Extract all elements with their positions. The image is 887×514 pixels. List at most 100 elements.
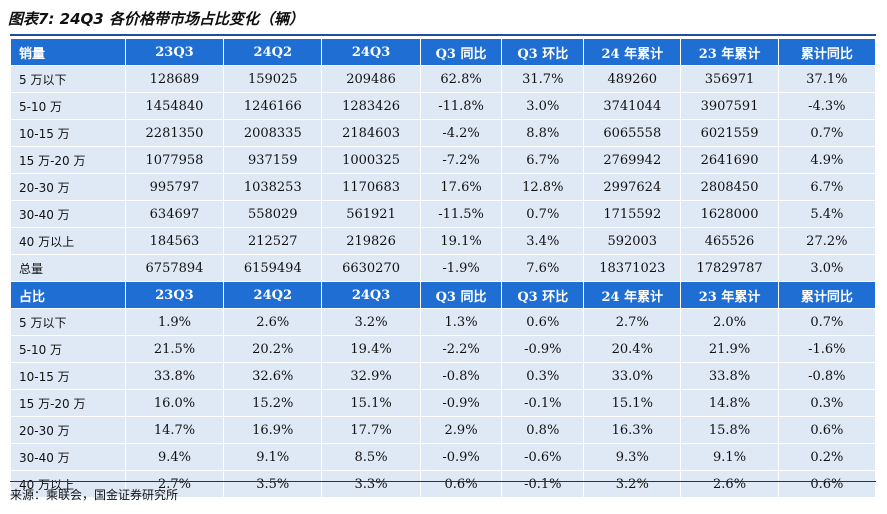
bottom-divider <box>10 481 876 482</box>
table-cell: 995797 <box>124 173 225 201</box>
table-cell: -7.2% <box>419 146 503 174</box>
table-cell: 0.6% <box>777 416 877 444</box>
table-cell: 3.0% <box>501 92 585 120</box>
table-cell: 1.9% <box>124 308 225 336</box>
table-cell: 212527 <box>223 227 323 255</box>
table-cell: 1.3% <box>419 308 503 336</box>
row-label: 5 万以下 <box>10 308 126 336</box>
table-cell: 0.7% <box>501 200 585 228</box>
sales-column-header: 累计同比 <box>777 38 877 66</box>
table-cell: 6159494 <box>223 254 323 282</box>
sales-table-row: 5 万以下 128689 159025 209486 62.8% 31.7% 489260 3… <box>10 65 877 93</box>
row-label: 5-10 万 <box>10 92 126 120</box>
sales-table-row: 15 万-20 万 1077958 937159 1000325 -7.2% 6.7% 27… <box>10 146 877 174</box>
share-column-header: 23Q3 <box>124 281 225 309</box>
share-table-row: 5-10 万 21.5% 20.2% 19.4% -2.2% -0.9% 20.4% 21.9… <box>10 335 877 363</box>
sales-header-row: 销量 23Q3 24Q2 24Q3 Q3 同比 Q3 环比 24 年累计 23 年累计 累计同比 <box>10 38 877 66</box>
table-cell: 0.2% <box>777 443 877 471</box>
table-cell: 159025 <box>223 65 323 93</box>
table-cell: 219826 <box>321 227 421 255</box>
table-cell: -2.2% <box>419 335 503 363</box>
table-cell: 7.6% <box>501 254 585 282</box>
sales-column-header: 24Q3 <box>321 38 421 66</box>
table-cell: 15.1% <box>321 389 421 417</box>
table-cell: 37.1% <box>777 65 877 93</box>
table-cell: -0.9% <box>419 389 503 417</box>
table-cell: 937159 <box>223 146 323 174</box>
sales-table-row: 40 万以上 184563 212527 219826 19.1% 3.4% 592003 4… <box>10 227 877 255</box>
table-cell: 1170683 <box>321 173 421 201</box>
table-cell: 128689 <box>124 65 225 93</box>
title-divider <box>10 34 876 36</box>
table-cell: 6065558 <box>583 119 682 147</box>
sales-column-header: 23 年累计 <box>680 38 779 66</box>
share-column-header: 24 年累计 <box>583 281 682 309</box>
row-label: 30-40 万 <box>10 200 126 228</box>
table-cell: 9.1% <box>680 443 779 471</box>
sales-table-row: 30-40 万 634697 558029 561921 -11.5% 0.7% 17155… <box>10 200 877 228</box>
table-cell: 1715592 <box>583 200 682 228</box>
row-label: 15 万-20 万 <box>10 389 126 417</box>
table-cell: -1.6% <box>777 335 877 363</box>
row-label: 10-15 万 <box>10 119 126 147</box>
table-cell: 4.9% <box>777 146 877 174</box>
table-cell: 558029 <box>223 200 323 228</box>
table-cell: -0.9% <box>419 443 503 471</box>
sales-column-header: Q3 同比 <box>419 38 503 66</box>
table-cell: 3.2% <box>583 470 682 498</box>
table-cell: 3907591 <box>680 92 779 120</box>
table-cell: 0.6% <box>419 470 503 498</box>
sales-column-header: 销量 <box>10 38 126 66</box>
table-cell: 31.7% <box>501 65 585 93</box>
sales-column-header: 24 年累计 <box>583 38 682 66</box>
table-cell: 14.7% <box>124 416 225 444</box>
table-cell: 2.0% <box>680 308 779 336</box>
table-cell: 8.5% <box>321 443 421 471</box>
table-cell: 2.6% <box>680 470 779 498</box>
price-segment-table: 销量 23Q3 24Q2 24Q3 Q3 同比 Q3 环比 24 年累计 23 年累计 累计同比… <box>10 38 877 498</box>
share-table-row: 15 万-20 万 16.0% 15.2% 15.1% -0.9% -0.1% 15.1% 1… <box>10 389 877 417</box>
table-cell: 8.8% <box>501 119 585 147</box>
sales-table-row: 总量 6757894 6159494 6630270 -1.9% 7.6% 18371023… <box>10 254 877 282</box>
table-cell: 21.5% <box>124 335 225 363</box>
table-cell: 5.4% <box>777 200 877 228</box>
table-cell: -0.6% <box>501 443 585 471</box>
table-cell: 2.9% <box>419 416 503 444</box>
table-cell: 9.4% <box>124 443 225 471</box>
table-cell: 33.0% <box>583 362 682 390</box>
table-cell: 1000325 <box>321 146 421 174</box>
table-cell: 15.2% <box>223 389 323 417</box>
share-table-row: 20-30 万 14.7% 16.9% 17.7% 2.9% 0.8% 16.3% 15.8%… <box>10 416 877 444</box>
table-cell: 20.2% <box>223 335 323 363</box>
table-cell: 0.3% <box>501 362 585 390</box>
table-cell: 21.9% <box>680 335 779 363</box>
table-cell: 465526 <box>680 227 779 255</box>
table-cell: 561921 <box>321 200 421 228</box>
table-cell: 2281350 <box>124 119 225 147</box>
table-cell: 6.7% <box>777 173 877 201</box>
sales-column-header: 24Q2 <box>223 38 323 66</box>
sales-column-header: 23Q3 <box>124 38 225 66</box>
table-cell: 0.8% <box>501 416 585 444</box>
table-cell: 3741044 <box>583 92 682 120</box>
table-cell: 1454840 <box>124 92 225 120</box>
table-cell: 17829787 <box>680 254 779 282</box>
table-cell: 2808450 <box>680 173 779 201</box>
table-cell: 1038253 <box>223 173 323 201</box>
table-cell: 32.9% <box>321 362 421 390</box>
share-table-row: 5 万以下 1.9% 2.6% 3.2% 1.3% 0.6% 2.7% 2.0% 0.7% <box>10 308 877 336</box>
table-cell: 2.7% <box>583 308 682 336</box>
table-cell: -1.9% <box>419 254 503 282</box>
table-cell: 3.0% <box>777 254 877 282</box>
table-cell: 20.4% <box>583 335 682 363</box>
table-cell: 9.1% <box>223 443 323 471</box>
table-cell: 0.7% <box>777 308 877 336</box>
table-cell: -4.2% <box>419 119 503 147</box>
table-cell: -11.8% <box>419 92 503 120</box>
table-cell: 6021559 <box>680 119 779 147</box>
table-cell: 2008335 <box>223 119 323 147</box>
row-label: 20-30 万 <box>10 173 126 201</box>
share-table-row: 40 万以上 2.7% 3.5% 3.3% 0.6% -0.1% 3.2% 2.6% 0.6% <box>10 470 877 498</box>
table-cell: 0.3% <box>777 389 877 417</box>
table-cell: -0.8% <box>777 362 877 390</box>
